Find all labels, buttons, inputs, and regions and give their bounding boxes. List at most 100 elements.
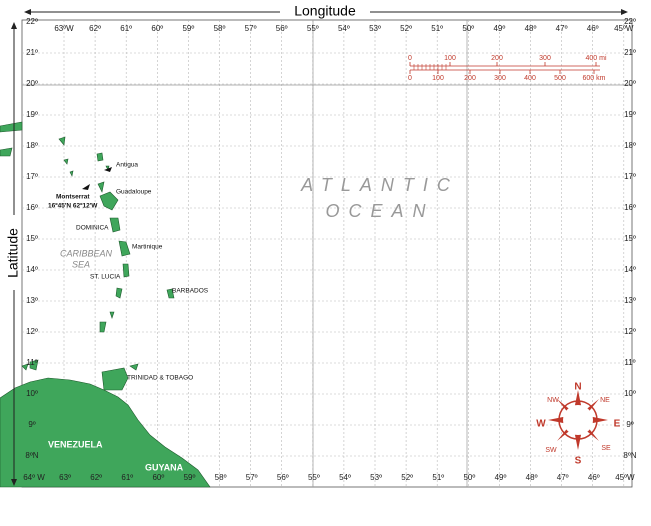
place-label: Guadaloupe: [116, 189, 152, 196]
latitude-label: 11º: [624, 358, 635, 367]
longitude-label: 55º: [307, 24, 319, 33]
longitude-label: 50º: [463, 473, 475, 482]
latitude-label: 21º: [26, 48, 38, 57]
place-label: BARBADOS: [172, 288, 209, 295]
sea-label: CARIBBEAN: [60, 248, 113, 258]
longitude-label: 59º: [184, 473, 196, 482]
longitude-label: 45ºW: [614, 24, 634, 33]
longitude-label: 51º: [432, 473, 444, 482]
land: [0, 121, 211, 488]
longitude-label: 49º: [493, 24, 505, 33]
compass-label: N: [574, 382, 581, 393]
axis-title: Longitude: [294, 3, 356, 19]
longitude-label: 48º: [526, 473, 538, 482]
arrow: [11, 22, 17, 29]
longitude-label: 60º: [152, 473, 164, 482]
longitude-label: 52º: [400, 24, 412, 33]
latitude-label: 10º: [26, 389, 38, 398]
compass-label: SW: [545, 447, 557, 454]
latitude-label: 11º: [26, 358, 37, 367]
latitude-label: 20º: [624, 79, 636, 88]
longitude-label: 46º: [588, 473, 600, 482]
place-label: DOMINICA: [76, 225, 109, 232]
scale-label: 100: [444, 55, 456, 62]
longitude-label: 54º: [339, 473, 351, 482]
longitude-label: 50º: [462, 24, 474, 33]
longitude-label: 56º: [276, 24, 288, 33]
sea-label: SEA: [72, 259, 90, 269]
compass-label: NE: [600, 397, 610, 404]
scale-label: 400: [524, 75, 536, 82]
pointer: [104, 167, 112, 172]
arrow: [24, 9, 31, 15]
scale-label: 200: [464, 75, 476, 82]
country-label: GUYANA: [145, 462, 184, 472]
longitude-label: 57º: [245, 24, 257, 33]
latitude-label: 22º: [26, 17, 38, 26]
place-labels: Antigua Guadaloupe Montserrat 16º45'N 62…: [48, 162, 450, 473]
longitude-label: 58º: [215, 473, 227, 482]
scale-label: 600 km: [583, 75, 606, 82]
scale-label: 0: [408, 55, 412, 62]
latitude-label: 12º: [26, 327, 38, 336]
longitude-label: 61º: [121, 473, 133, 482]
pointer: [82, 184, 90, 190]
latitude-label: 20º: [26, 79, 38, 88]
longitude-label: 64º W: [23, 473, 45, 482]
latitude-label: 19º: [624, 110, 636, 119]
latitude-label: 16º: [26, 203, 38, 212]
arrow: [11, 479, 17, 486]
longitude-label: 47º: [556, 24, 568, 33]
scale-bar: 0 100 200 300 400 mi 0 100 200 300 400 500 600 km: [408, 55, 607, 82]
latitude-label: 17º: [624, 172, 636, 181]
longitude-label: 49º: [495, 473, 507, 482]
place-label: ST. LUCIA: [90, 274, 121, 281]
place-coords: 16º45'N 62º12'W: [48, 203, 98, 210]
longitude-label: 52º: [401, 473, 413, 482]
longitude-label: 58º: [214, 24, 226, 33]
latitude-label: 13º: [26, 296, 38, 305]
latitude-label: 22º: [624, 17, 636, 26]
longitude-label: 51º: [431, 24, 443, 33]
latitude-label: 21º: [624, 48, 636, 57]
longitude-label: 55º: [308, 473, 320, 482]
latitude-label: 8ºN: [623, 451, 636, 460]
latitude-label: 15º: [624, 234, 636, 243]
latitude-label: 14º: [26, 265, 38, 274]
compass-label: W: [536, 419, 546, 430]
latitude-label: 16º: [624, 203, 636, 212]
axis-titles: Longitude Latitude: [5, 3, 628, 486]
latitude-label: 8ºN: [25, 451, 38, 460]
scale-label: 300: [494, 75, 506, 82]
place-label: TRINIDAD & TOBAGO: [127, 375, 193, 382]
longitude-label: 60º: [151, 24, 163, 33]
longitude-label: 47º: [557, 473, 569, 482]
longitude-label: 56º: [277, 473, 289, 482]
compass-label: E: [614, 419, 621, 430]
place-label: Martinique: [132, 244, 163, 251]
longitude-label: 53º: [369, 24, 381, 33]
compass-label: S: [575, 456, 582, 467]
scale-label: 100: [432, 75, 444, 82]
latitude-label: 18º: [624, 141, 636, 150]
latitude-label: 10º: [624, 389, 636, 398]
longitude-label: 59º: [182, 24, 194, 33]
scale-label: 500: [554, 75, 566, 82]
longitude-label: 61º: [120, 24, 132, 33]
latitude-label: 12º: [624, 327, 636, 336]
ocean-label: OCEAN: [325, 201, 434, 221]
longitude-label: 46º: [587, 24, 599, 33]
longitude-label: 53º: [370, 473, 382, 482]
longitude-label: 54º: [338, 24, 350, 33]
latitude-label: 13º: [624, 296, 636, 305]
latitude-label: 19º: [26, 110, 38, 119]
scale-label: 300: [539, 55, 551, 62]
scale-label: 400 mi: [585, 55, 606, 62]
latitude-label: 14º: [624, 265, 636, 274]
place-label: Antigua: [116, 162, 138, 169]
scale-label: 200: [491, 55, 503, 62]
compass-label: SE: [601, 445, 611, 452]
axis-title: Latitude: [5, 228, 21, 278]
latitude-label: 15º: [26, 234, 38, 243]
